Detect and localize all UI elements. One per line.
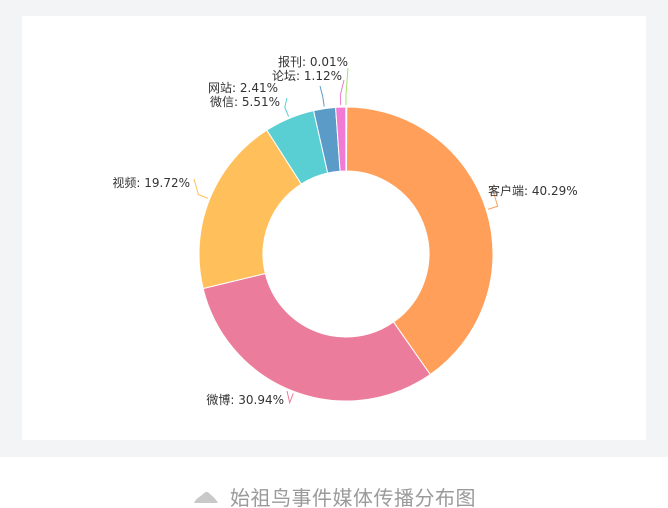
leader-line-2	[286, 390, 294, 405]
leader-line-3	[193, 178, 208, 199]
slice-label-7: 报刊: 0.01%	[278, 54, 348, 69]
leader-line-5	[319, 85, 325, 107]
leader-line-4	[284, 97, 290, 117]
donut-chart: 客户端: 40.29% 微博: 30.94% 视频: 19.72% 微信: 5.51%…	[112, 54, 577, 407]
caption-text: 始祖鸟事件媒体传播分布图	[230, 485, 476, 508]
slices-layer	[198, 106, 494, 402]
slice-label-3: 视频: 19.72%	[112, 175, 190, 190]
slice-3	[198, 129, 302, 290]
slice-2	[202, 272, 431, 402]
labels-layer: 客户端: 40.29% 微博: 30.94% 视频: 19.72% 微信: 5.51%…	[112, 54, 577, 407]
leader-line-6	[339, 79, 345, 106]
slice-label-4: 微信: 5.51%	[210, 95, 280, 109]
slice-label-6: 论坛: 1.12%	[272, 69, 342, 83]
chart-card: 客户端: 40.29% 微博: 30.94% 视频: 19.72% 微信: 5.51%…	[22, 16, 646, 440]
slice-7	[345, 106, 348, 172]
leader-line-7	[345, 67, 349, 106]
slice-label-5: 网站: 2.41%	[208, 81, 278, 95]
leader-lines-layer	[193, 67, 499, 405]
slice-label-2: 微博: 30.94%	[206, 392, 284, 407]
slice-label-1: 客户端: 40.29%	[488, 183, 578, 198]
triangle-icon	[194, 491, 218, 503]
leader-line-1	[487, 186, 499, 210]
chart-frame: 客户端: 40.29% 微博: 30.94% 视频: 19.72% 微信: 5.51%…	[0, 0, 668, 457]
slice-1	[345, 106, 494, 376]
figure-caption: 始祖鸟事件媒体传播分布图	[0, 476, 668, 508]
